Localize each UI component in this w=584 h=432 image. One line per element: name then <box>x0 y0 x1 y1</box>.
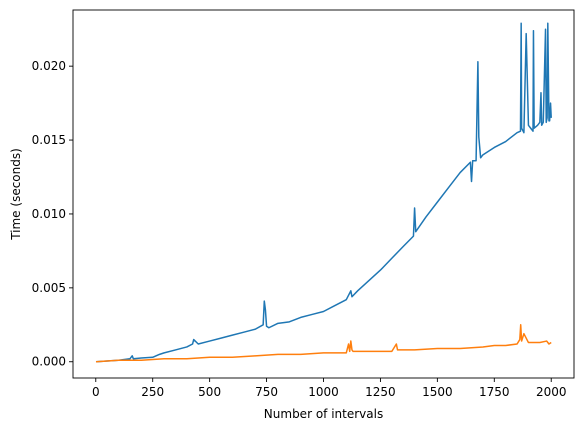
x-tick-label: 250 <box>141 385 164 399</box>
series-line-2 <box>95 324 552 363</box>
x-tick-label: 1750 <box>479 385 510 399</box>
y-tick-label: 0.010 <box>32 207 66 221</box>
x-axis-label: Number of intervals <box>264 407 383 421</box>
y-axis-label: Time (seconds) <box>9 148 23 241</box>
x-tick-label: 1250 <box>365 385 396 399</box>
x-axis: 0 250 500 750 1000 1250 1500 1750 2000 <box>92 378 567 399</box>
x-tick-label: 1000 <box>308 385 339 399</box>
plot-area <box>95 22 552 363</box>
x-tick-label: 0 <box>92 385 100 399</box>
x-tick-label: 500 <box>198 385 221 399</box>
y-tick-label: 0.020 <box>32 59 66 73</box>
y-axis: 0.000 0.005 0.010 0.015 0.020 <box>32 59 73 369</box>
y-tick-label: 0.015 <box>32 133 66 147</box>
x-tick-label: 1500 <box>422 385 453 399</box>
x-tick-label: 2000 <box>536 385 567 399</box>
series-line-1 <box>95 22 552 363</box>
x-tick-label: 750 <box>255 385 278 399</box>
y-tick-label: 0.005 <box>32 281 66 295</box>
y-tick-label: 0.000 <box>32 355 66 369</box>
